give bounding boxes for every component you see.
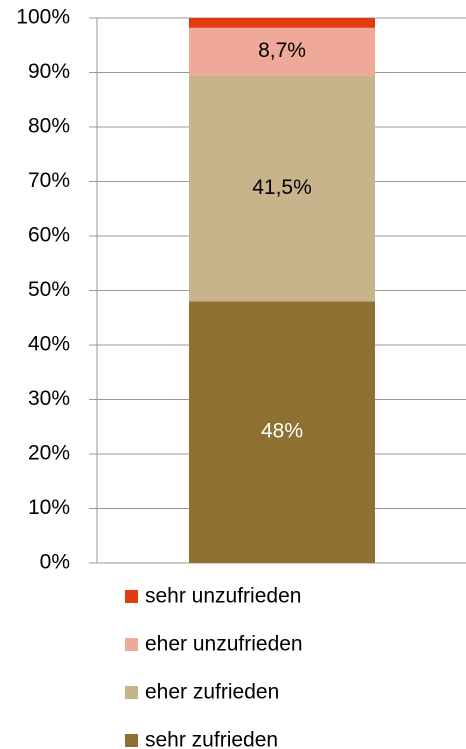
bar-segment [189, 75, 375, 302]
legend-label: sehr zufrieden [145, 729, 278, 749]
bar-segment [189, 18, 375, 28]
legend-swatch [125, 590, 138, 603]
y-tick-label: 100% [16, 6, 70, 29]
legend-label: eher unzufrieden [145, 633, 303, 656]
y-tick-label: 80% [28, 115, 70, 138]
bar-segment [189, 301, 375, 563]
legend-label: eher zufrieden [145, 681, 279, 704]
legend-swatch [125, 734, 138, 747]
y-tick-label: 20% [28, 442, 70, 465]
bar-segment [189, 27, 375, 76]
legend-swatch [125, 638, 138, 651]
data-label: 8,7% [258, 39, 306, 62]
y-tick-label: 70% [28, 169, 70, 192]
y-tick-label: 60% [28, 224, 70, 247]
y-tick-label: 40% [28, 333, 70, 356]
y-tick-label: 30% [28, 387, 70, 410]
data-label: 48% [261, 420, 303, 443]
y-tick-label: 0% [40, 551, 70, 574]
legend-label: sehr unzufrieden [145, 585, 301, 608]
y-tick-label: 50% [28, 278, 70, 301]
data-label: 41,5% [252, 176, 312, 199]
y-tick-label: 10% [28, 496, 70, 519]
legend-swatch [125, 686, 138, 699]
y-tick-label: 90% [28, 60, 70, 83]
